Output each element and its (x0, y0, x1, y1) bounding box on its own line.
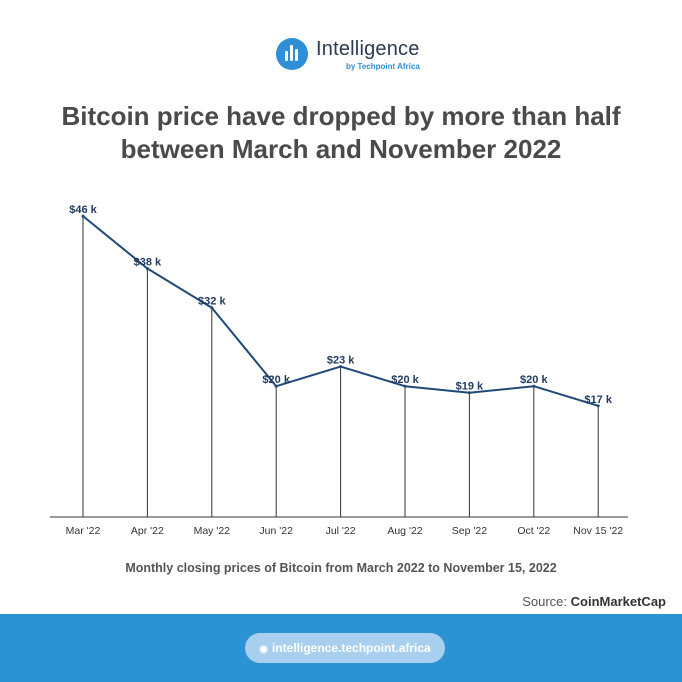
website-url: intelligence.techpoint.africa (272, 641, 431, 655)
data-point (403, 384, 407, 388)
data-point (145, 266, 149, 270)
data-point (274, 384, 278, 388)
data-label: $38 k (134, 256, 162, 268)
data-label: $32 k (198, 296, 226, 308)
x-tick-label: Mar '22 (66, 525, 101, 537)
brand: Intelligence by Techpoint Africa (276, 38, 436, 74)
data-label: $20 k (520, 374, 548, 386)
x-tick-label: Aug '22 (387, 525, 422, 537)
data-point (532, 384, 536, 388)
x-tick-label: May '22 (194, 525, 231, 537)
data-label: $17 k (584, 394, 612, 406)
data-point (467, 391, 471, 395)
x-tick-label: Nov 15 '22 (573, 525, 623, 537)
data-point (81, 214, 85, 218)
chart-title-line-2: between March and November 2022 (120, 134, 562, 164)
data-point (339, 365, 343, 369)
data-label: $46 k (69, 204, 97, 216)
chart-caption: Monthly closing prices of Bitcoin from M… (125, 561, 557, 575)
data-label: $19 k (456, 381, 484, 393)
chart-title-line-1: Bitcoin price have dropped by more than … (61, 101, 621, 131)
data-point (596, 404, 600, 408)
source-name: CoinMarketCap (570, 594, 666, 609)
x-tick-label: Apr '22 (131, 525, 164, 537)
line-chart: $46 k $38 k $32 k $20 k $23 k $20 k $19 k $20 k… (50, 204, 628, 537)
data-label: $20 k (391, 374, 419, 386)
data-label: $20 k (262, 374, 290, 386)
brand-name: Intelligence (316, 38, 420, 60)
source-label: Source: (522, 594, 568, 609)
bar-chart-icon (276, 38, 308, 70)
chart-title: Bitcoin price have dropped by more than … (30, 100, 652, 166)
data-point (210, 306, 214, 310)
footer-bar: ◉ intelligence.techpoint.africa (0, 614, 682, 682)
brand-subtitle: by Techpoint Africa (346, 62, 420, 71)
globe-icon: ◉ (259, 644, 269, 655)
x-tick-label: Oct '22 (517, 525, 550, 537)
source-note: Source: CoinMarketCap (522, 594, 666, 609)
x-tick-label: Jun '22 (259, 525, 293, 537)
website-link[interactable]: ◉ intelligence.techpoint.africa (245, 633, 445, 663)
x-tick-label: Sep '22 (452, 525, 487, 537)
x-tick-label: Jul '22 (326, 525, 356, 537)
data-label: $23 k (327, 355, 355, 367)
